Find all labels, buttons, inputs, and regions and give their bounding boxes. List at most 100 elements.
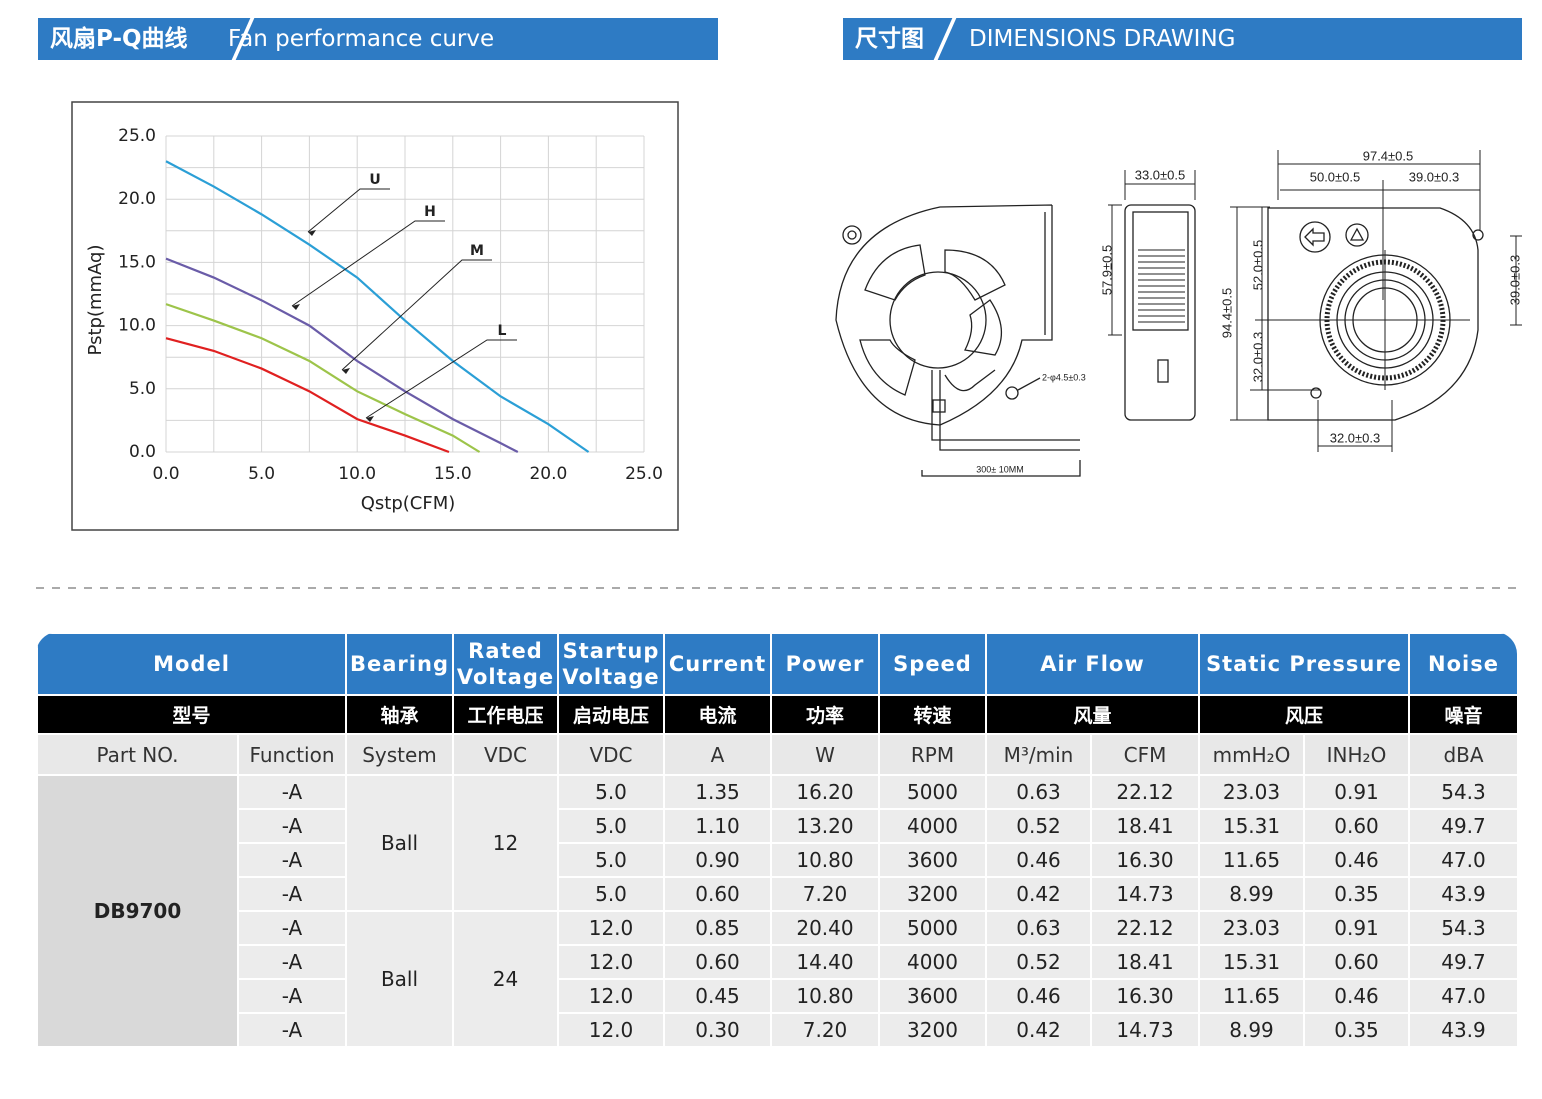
data-cell: 0.42 <box>985 1012 1092 1048</box>
dim-label: 32.0±0.3 <box>1250 332 1265 383</box>
data-cell: 3200 <box>878 1012 987 1048</box>
table-row: Model Bearing Rated Voltage Startup Voltage… <box>36 632 1517 696</box>
data-cell: 0.91 <box>1303 774 1410 810</box>
column-header-cn: 风量 <box>985 694 1200 735</box>
function-cell: -A <box>237 808 347 844</box>
data-cell: 13.20 <box>770 808 880 844</box>
y-tick-label: 20.0 <box>118 189 156 209</box>
function-cell: -A <box>237 910 347 946</box>
dim-label: 39.0±0.3 <box>1507 255 1522 306</box>
dim-label: 33.0±0.5 <box>1135 167 1186 182</box>
icon <box>1345 223 1369 247</box>
column-header-cn: 工作电压 <box>452 694 559 735</box>
unit-cell: System <box>345 733 454 776</box>
housing-side <box>1124 204 1196 421</box>
label-slot <box>1157 359 1169 383</box>
data-cell: 0.91 <box>1303 910 1410 946</box>
data-cell: 14.40 <box>770 944 880 980</box>
data-cell: 5000 <box>878 774 987 810</box>
unit-cell: Part NO. <box>36 733 239 776</box>
cable <box>931 370 1080 451</box>
arrow-head <box>342 368 350 374</box>
data-cell: 12.0 <box>557 978 665 1014</box>
dim-label: 300± 10MM <box>976 464 1023 474</box>
data-cell: 3600 <box>878 842 987 878</box>
column-header-cn: 噪音 <box>1408 694 1517 735</box>
series-label: L <box>498 323 507 339</box>
annotation-leader <box>307 188 390 233</box>
spoke <box>944 249 1006 301</box>
annotation-leader <box>291 220 445 307</box>
data-cell: 16.30 <box>1090 842 1200 878</box>
data-cell: 0.46 <box>985 978 1092 1014</box>
dim-label: 57.9±0.5 <box>1099 245 1114 296</box>
data-cell: 23.03 <box>1198 910 1305 946</box>
spoke <box>944 369 996 392</box>
section-subtitle: Fan performance curve <box>228 26 495 52</box>
mount-ear <box>842 225 862 245</box>
spoke <box>859 339 916 396</box>
x-tick-label: 10.0 <box>338 464 376 484</box>
data-cell: 43.9 <box>1408 1012 1517 1048</box>
data-cell: 23.03 <box>1198 774 1305 810</box>
table-row: DB9700 -A Ball 12 5.0 1.35 16.20 5000 0.63 22.12 2… <box>36 774 1517 1048</box>
data-cell: 1.10 <box>663 808 772 844</box>
unit-cell: dBA <box>1408 733 1517 776</box>
section-subtitle: DIMENSIONS DRAWING <box>969 26 1236 52</box>
mount-hole <box>1310 387 1322 399</box>
data-cell: 18.41 <box>1090 944 1200 980</box>
data-cell: 22.12 <box>1090 774 1200 810</box>
annotation-leader <box>341 259 492 371</box>
annotation-leader <box>365 339 517 419</box>
dim-label: 2-φ4.5±0.3 <box>1042 372 1086 382</box>
dim-label: 50.0±0.5 <box>1310 169 1361 184</box>
column-header: Startup Voltage <box>557 632 665 696</box>
data-cell: 3200 <box>878 876 987 912</box>
data-cell: 5.0 <box>557 842 665 878</box>
column-header: Power <box>770 632 880 696</box>
vent <box>1138 249 1185 323</box>
dim-label: 97.4±0.5 <box>1363 148 1414 163</box>
data-cell: 0.30 <box>663 1012 772 1048</box>
data-cell: 4000 <box>878 808 987 844</box>
section-title: 尺寸图 <box>855 26 924 52</box>
function-cell: -A <box>237 774 347 810</box>
table-row: -A 12.0 0.45 10.80 3600 0.46 16.30 11.65 0.46 47.… <box>37 978 1517 1014</box>
column-header: Rated Voltage <box>452 632 559 696</box>
voltage-cell: 24 <box>452 910 559 1048</box>
dim-line <box>1108 170 1196 336</box>
y-tick-label: 0.0 <box>129 442 156 462</box>
connector <box>932 399 946 413</box>
column-header: Current <box>663 632 772 696</box>
data-cell: 49.7 <box>1408 944 1517 980</box>
plot: 0.0 5.0 10.0 15.0 20.0 25.0 0.0 5.0 10.0 15.0 20.0… <box>118 126 663 484</box>
function-cell: -A <box>237 944 347 980</box>
y-tick-label: 10.0 <box>118 316 156 336</box>
data-cell: 3600 <box>878 978 987 1014</box>
table-row: -A 12.0 0.60 14.40 4000 0.52 18.41 15.31 0.60 49.… <box>37 944 1517 980</box>
dim-label: 52.0±0.5 <box>1250 240 1265 291</box>
data-cell: 5000 <box>878 910 987 946</box>
table-row: 型号 轴承 工作电压 启动电压 电流 功率 转速 风量 风压 噪音 <box>36 694 1517 735</box>
chart-frame <box>71 101 679 531</box>
data-cell: 5.0 <box>557 774 665 810</box>
column-header-cn: 风压 <box>1198 694 1410 735</box>
section-title: 风扇P-Q曲线 <box>50 26 188 52</box>
column-header: Bearing <box>345 632 454 696</box>
series-label: M <box>470 243 484 259</box>
function-cell: -A <box>237 1012 347 1048</box>
y-tick-label: 25.0 <box>118 126 156 146</box>
series-line <box>165 303 481 453</box>
data-cell: 14.73 <box>1090 1012 1200 1048</box>
data-cell: 5.0 <box>557 808 665 844</box>
column-header-cn: 轴承 <box>345 694 454 735</box>
unit-cell: Function <box>237 733 347 776</box>
data-cell: 0.52 <box>985 808 1092 844</box>
series-line <box>165 257 519 453</box>
data-cell: 22.12 <box>1090 910 1200 946</box>
data-cell: 0.35 <box>1303 1012 1410 1048</box>
chart: Qstp(CFM) Pstp(mmAq) <box>36 101 1522 589</box>
column-header: Model <box>36 632 347 696</box>
spoke <box>964 299 1002 356</box>
